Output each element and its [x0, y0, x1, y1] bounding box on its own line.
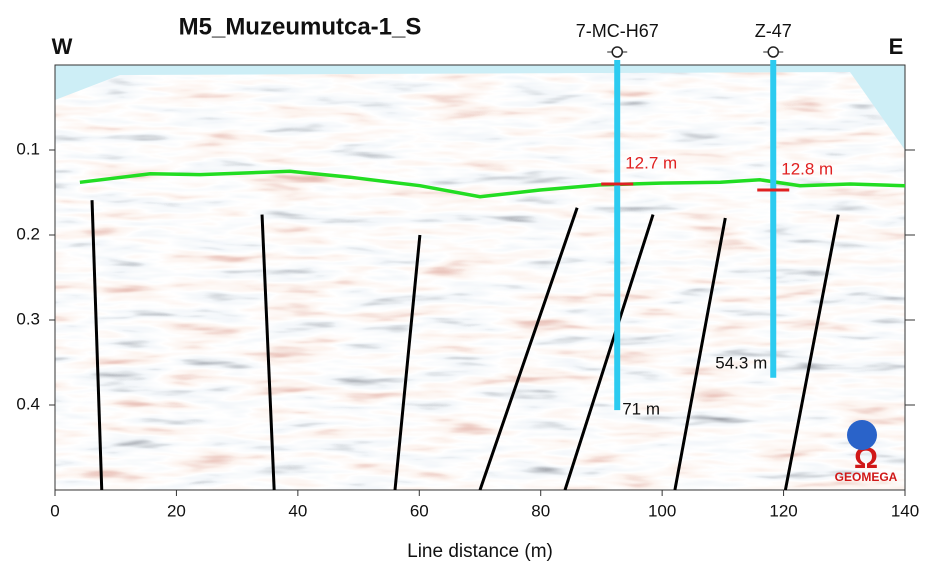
well-label: 7-MC-H67 — [576, 21, 659, 41]
y-tick-label: 0.3 — [16, 309, 40, 328]
y-tick-label: 0.4 — [16, 394, 40, 413]
chart-title: M5_Muzeumutca-1_S — [179, 13, 422, 40]
fault-line — [673, 217, 727, 491]
horizon-line — [79, 169, 906, 199]
fault-line — [393, 234, 422, 491]
y-tick-label: 0.1 — [16, 139, 40, 158]
fault-line — [90, 200, 104, 491]
x-tick-label: 0 — [50, 501, 59, 520]
x-tick-label: 60 — [410, 501, 429, 520]
x-tick-label: 80 — [531, 501, 550, 520]
x-tick-label: 120 — [769, 501, 797, 520]
logo-globe — [847, 420, 877, 450]
marker-label: 12.8 m — [781, 159, 833, 178]
fault-line — [783, 214, 840, 491]
logo-text: GEOMEGA — [835, 470, 898, 484]
x-tick-label: 100 — [648, 501, 676, 520]
x-tick-label: 40 — [288, 501, 307, 520]
depth-label: 71 m — [622, 400, 660, 419]
west-label: W — [52, 34, 73, 59]
east-label: E — [889, 34, 904, 59]
well-label: Z-47 — [755, 21, 792, 41]
depth-label: 54.3 m — [715, 353, 767, 372]
x-axis-label: Line distance (m) — [407, 541, 553, 562]
fault-line — [478, 207, 579, 491]
y-tick-label: 0.2 — [16, 224, 40, 243]
x-tick-label: 140 — [891, 501, 919, 520]
fault-line — [563, 214, 655, 491]
well-symbol — [767, 46, 779, 58]
fault-line — [260, 214, 276, 491]
marker-label: 12.7 m — [625, 153, 677, 172]
seismic-section — [55, 72, 905, 490]
x-tick-label: 20 — [167, 501, 186, 520]
well-symbol — [611, 46, 623, 58]
